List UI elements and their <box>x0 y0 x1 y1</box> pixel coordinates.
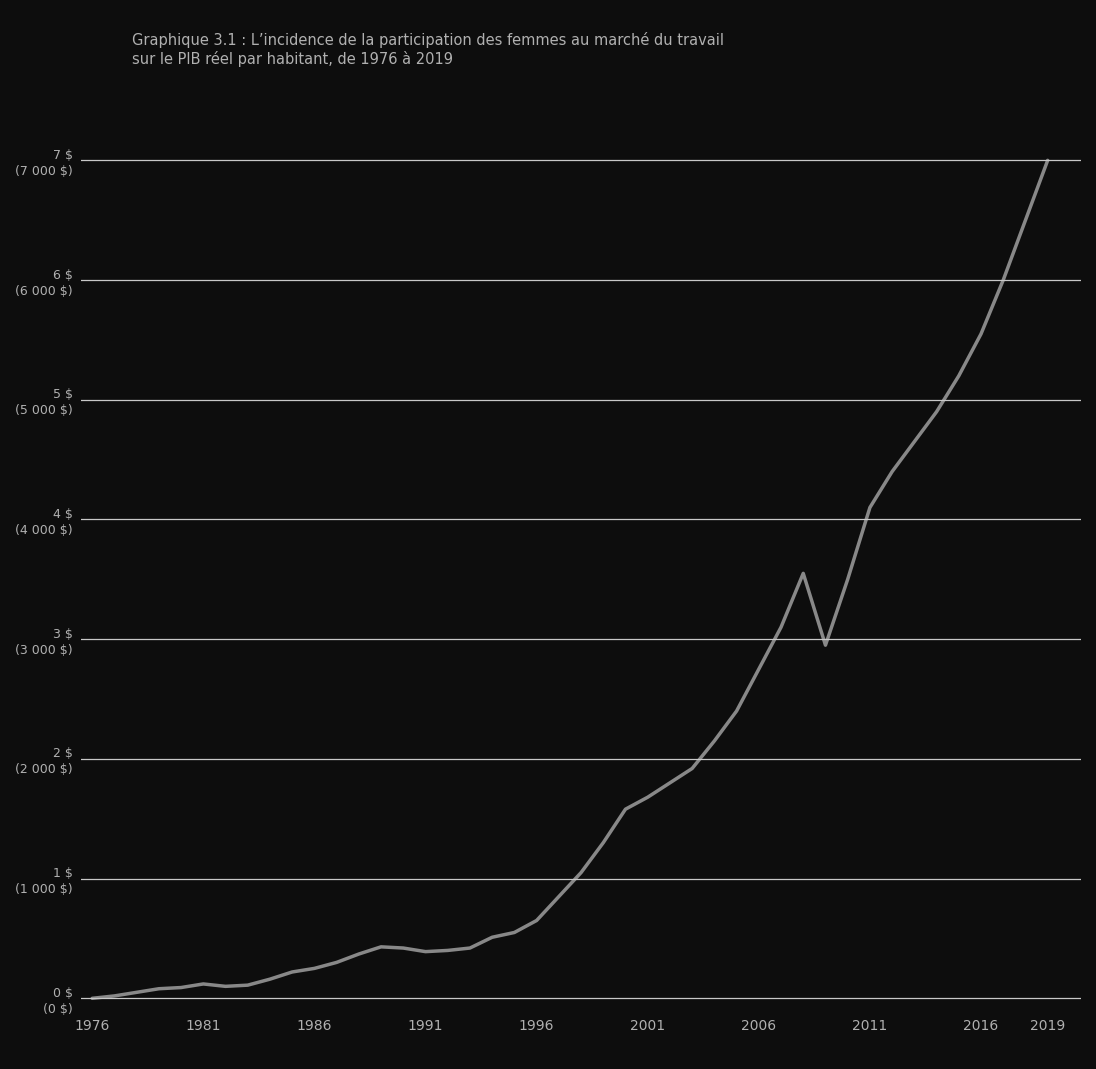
Text: Graphique 3.1 : L’incidence de la participation des femmes au marché du travail
: Graphique 3.1 : L’incidence de la partic… <box>132 32 723 66</box>
